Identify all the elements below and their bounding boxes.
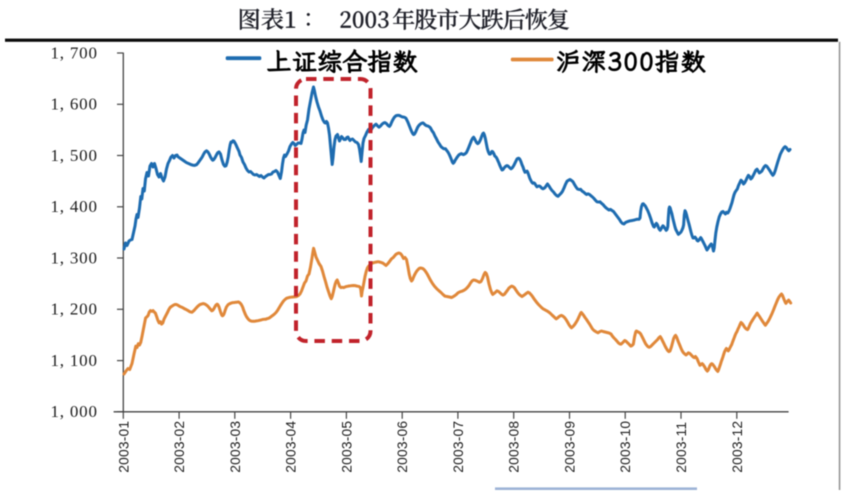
svg-text:2003-11: 2003-11 [674,422,689,473]
svg-text:2003-05: 2003-05 [339,421,354,473]
svg-text:1, 500: 1, 500 [50,146,97,165]
svg-text:2003-02: 2003-02 [172,421,187,473]
svg-text:1, 600: 1, 600 [50,95,97,114]
svg-text:1, 700: 1, 700 [50,43,97,62]
svg-text:1, 100: 1, 100 [50,351,97,370]
svg-text:1, 400: 1, 400 [50,197,97,216]
svg-text:2003-01: 2003-01 [116,421,131,473]
svg-text:2003-06: 2003-06 [395,421,410,473]
svg-text:2003-03: 2003-03 [228,421,243,473]
svg-text:2003-07: 2003-07 [451,421,466,473]
svg-text:2003-04: 2003-04 [284,421,299,473]
svg-text:1, 000: 1, 000 [50,402,97,421]
svg-text:1, 300: 1, 300 [50,248,97,267]
svg-text:2003-08: 2003-08 [507,421,522,473]
svg-text:2003-09: 2003-09 [563,421,578,473]
svg-text:2003-10: 2003-10 [618,421,633,473]
svg-text:2003-12: 2003-12 [730,421,745,473]
svg-text:1, 200: 1, 200 [50,300,97,319]
